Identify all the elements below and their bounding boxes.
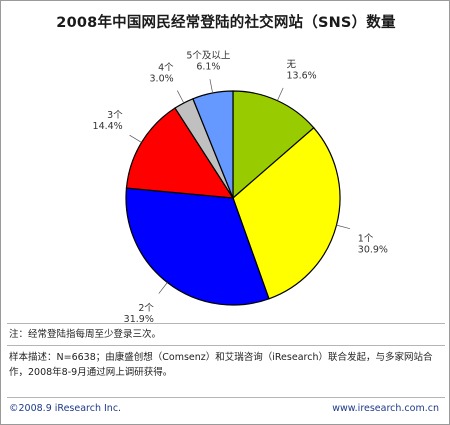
slice-value: 3.0% — [150, 73, 174, 84]
slice-label: 1个 — [358, 234, 374, 245]
slice-value: 13.6% — [287, 71, 317, 82]
leader-line — [336, 224, 351, 230]
slice-value: 14.4% — [93, 121, 123, 132]
leader-line — [158, 282, 168, 294]
pie-slice — [192, 90, 234, 199]
pie-slice — [232, 90, 315, 200]
separator — [7, 345, 445, 346]
chart-title: 2008年中国网民经常登陆的社交网站（SNS）数量 — [56, 15, 396, 31]
pie-slice — [125, 107, 235, 199]
slice-label: 5个及以上 — [186, 50, 231, 61]
sample-description-line2: 作，2008年8-9月通过网上调研获得。 — [9, 367, 173, 378]
leader-line — [209, 79, 213, 94]
slice-label: 2个 — [138, 303, 154, 314]
leader-line — [277, 87, 284, 101]
note-text: 注：经常登陆指每周至少登录三次。 — [9, 329, 162, 340]
slice-value: 30.9% — [358, 245, 388, 256]
pie-slice — [125, 187, 270, 306]
slice-value: 31.9% — [124, 314, 154, 325]
slice-label: 无 — [287, 60, 297, 71]
slice-label: 4个 — [158, 62, 174, 73]
slice-value: 6.1% — [196, 61, 220, 72]
slice-label: 3个 — [107, 110, 123, 121]
leader-line — [129, 134, 142, 143]
website-link[interactable]: www.iresearch.com.cn — [332, 403, 439, 414]
leader-lines — [129, 79, 351, 294]
sample-description-line1: 样本描述：N=6638；由康盛创想（Comsenz）和艾瑞咨询（iResearc… — [9, 352, 433, 363]
leader-line — [177, 90, 185, 104]
copyright: ©2008.9 iResearch Inc. — [9, 403, 122, 414]
pie-slice — [232, 126, 341, 300]
separator — [7, 323, 445, 324]
separator — [7, 397, 445, 398]
pie-slices — [125, 90, 341, 306]
